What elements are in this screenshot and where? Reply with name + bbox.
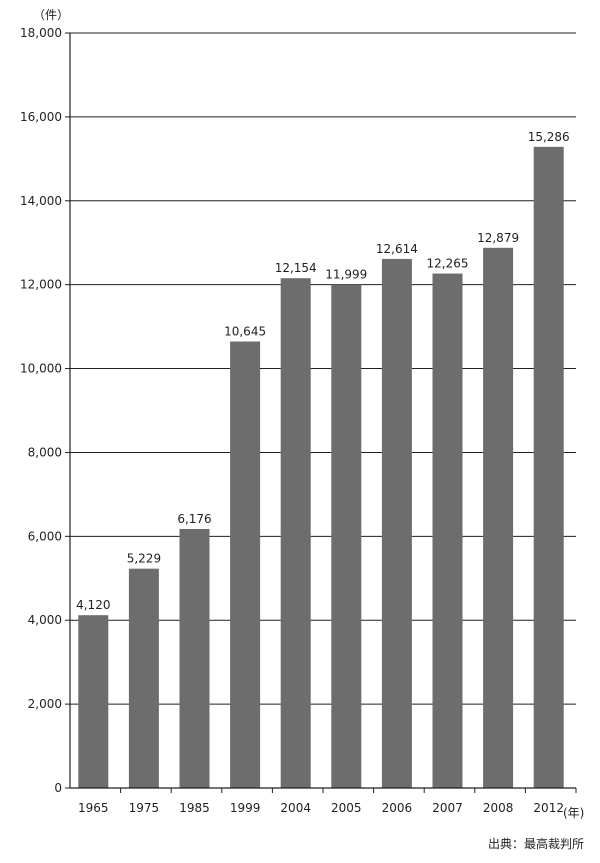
- bar: [533, 146, 564, 788]
- x-tick-label: 1985: [179, 801, 210, 815]
- x-tick-label: 2008: [483, 801, 514, 815]
- y-tick-label: 4,000: [28, 613, 62, 627]
- y-tick-label: 12,000: [20, 278, 62, 292]
- bar: [381, 258, 412, 788]
- bar-value-label: 12,154: [275, 261, 317, 275]
- bar: [280, 278, 311, 788]
- y-tick-label: 2,000: [28, 697, 62, 711]
- y-tick-label: 0: [54, 781, 62, 795]
- x-axis-unit: (年): [563, 806, 585, 820]
- x-tick-label: 2004: [280, 801, 311, 815]
- bar: [78, 615, 109, 788]
- bar-value-label: 5,229: [127, 552, 161, 566]
- value-labels: 4,120 5,229 6,176 10,645 12,154 11,999 12,614 1…: [76, 130, 570, 612]
- x-axis: 1965 1975 1985 1999 2004 2005 2006 2007 2008 2012: [70, 787, 577, 815]
- x-tick-label: 2006: [382, 801, 413, 815]
- bar-value-label: 15,286: [528, 130, 570, 144]
- bar: [179, 528, 210, 788]
- y-tick-label: 8,000: [28, 445, 62, 459]
- y-tick-label: 14,000: [20, 194, 62, 208]
- x-tick-label: 2012: [533, 801, 564, 815]
- bars: [78, 146, 564, 789]
- bar: [432, 273, 463, 788]
- y-tick-label: 6,000: [28, 529, 62, 543]
- bar-value-label: 12,265: [427, 257, 469, 271]
- bar: [483, 247, 514, 789]
- x-tick-label: 1975: [129, 801, 160, 815]
- bar-value-label: 4,120: [76, 598, 110, 612]
- x-tick-label: 1965: [78, 801, 109, 815]
- source-note: 出典：最高裁判所: [487, 837, 584, 851]
- bar: [128, 568, 159, 788]
- y-tick-label: 18,000: [20, 26, 62, 40]
- bar: [230, 341, 261, 788]
- bar-value-label: 6,176: [177, 512, 211, 526]
- bar-value-label: 10,645: [224, 325, 266, 339]
- bar: [331, 284, 362, 788]
- y-axis-unit: （件）: [33, 8, 70, 22]
- y-tick-label: 10,000: [20, 362, 62, 376]
- y-tick-label: 16,000: [20, 110, 62, 124]
- x-tick-label: 2005: [331, 801, 362, 815]
- y-axis: 0 2,000 4,000 6,000 8,000 10,000 12,000 14,000 1…: [20, 26, 71, 795]
- bar-value-label: 11,999: [325, 268, 367, 282]
- bar-value-label: 12,614: [376, 242, 418, 256]
- x-tick-label: 1999: [230, 801, 261, 815]
- bar-value-label: 12,879: [477, 231, 519, 245]
- x-tick-label: 2007: [432, 801, 463, 815]
